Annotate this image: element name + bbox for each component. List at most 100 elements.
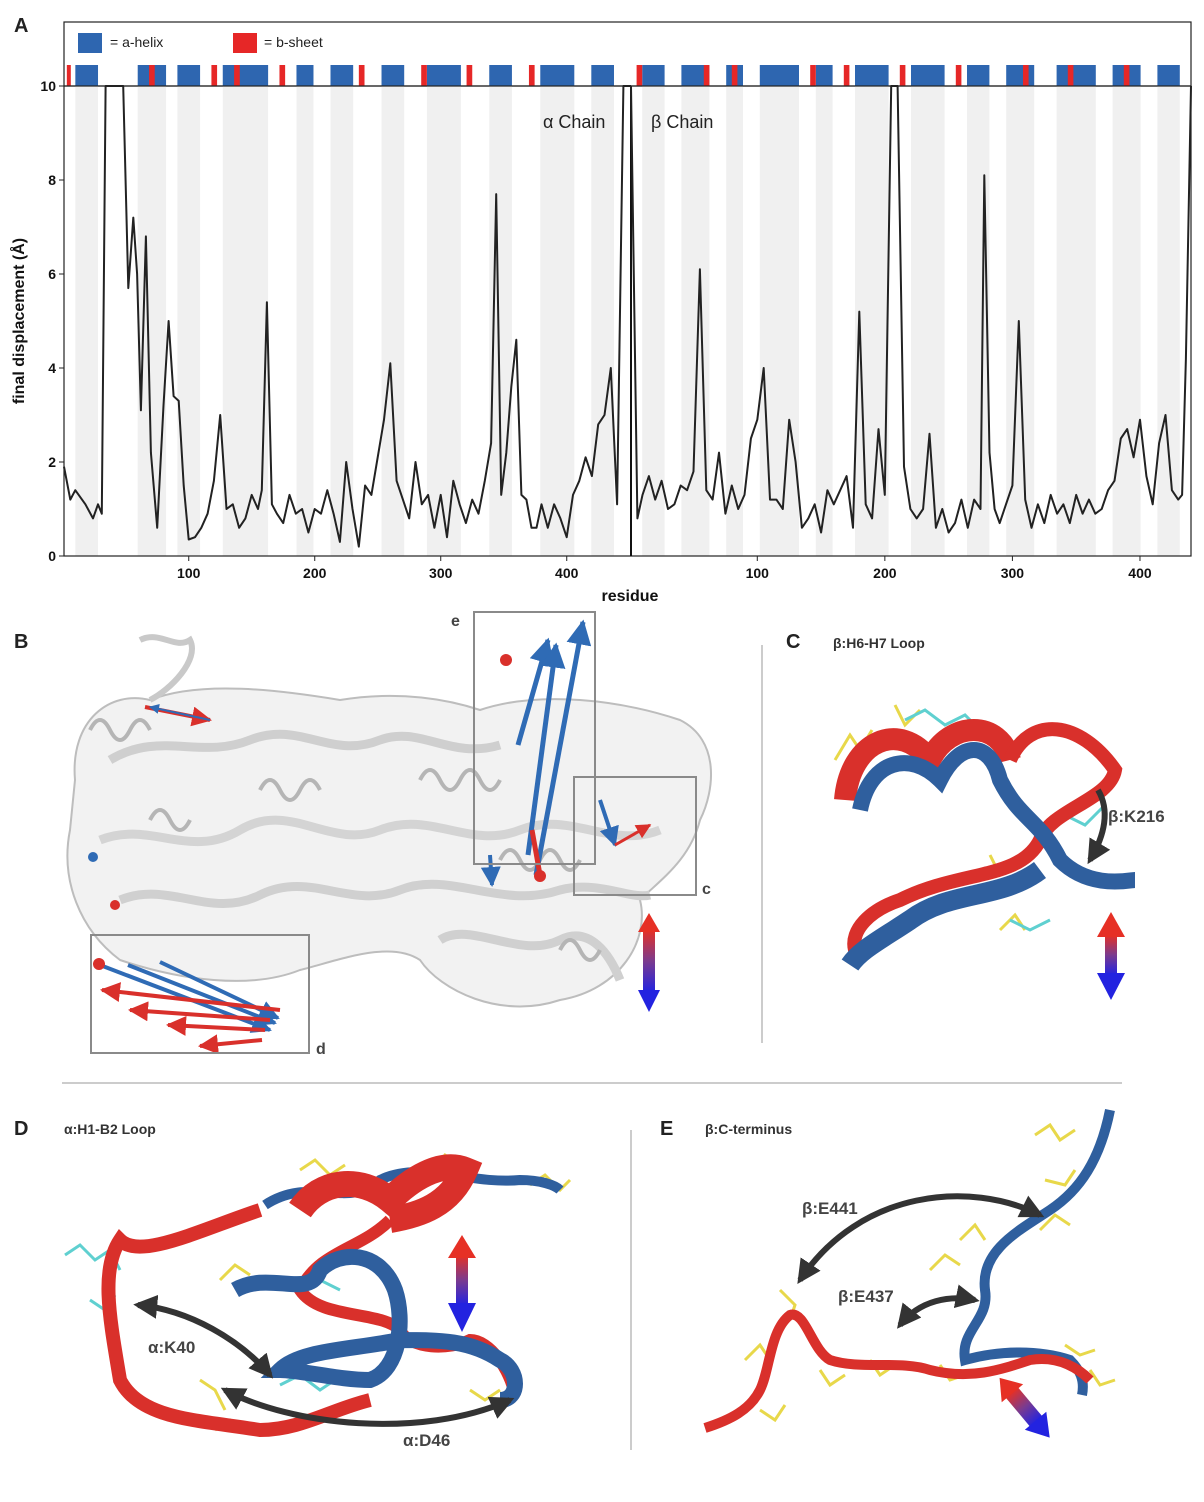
helix-block <box>967 65 990 86</box>
panel-c-title: β:H6-H7 Loop <box>833 635 925 651</box>
shade-region <box>489 86 512 556</box>
sheet-block <box>1067 65 1074 86</box>
shade-region <box>1056 86 1096 556</box>
box-e <box>473 611 596 865</box>
sheet-block <box>149 65 155 86</box>
panel-e-title: β:C-terminus <box>705 1121 792 1137</box>
helix-block <box>222 65 269 86</box>
sheet-block <box>358 65 365 86</box>
secondary-structure-bar <box>66 65 1180 86</box>
helix-block <box>177 65 201 86</box>
shade-region <box>222 86 269 556</box>
helix-block <box>815 65 833 86</box>
sheet-block <box>528 65 535 86</box>
box-c-label: c <box>702 881 711 898</box>
y-tick-label: 10 <box>40 78 56 94</box>
x-tick-label: 200 <box>873 565 897 581</box>
box-d-label: d <box>316 1041 326 1058</box>
sheet-block <box>66 65 71 86</box>
helix-block <box>911 65 945 86</box>
box-c <box>573 776 697 896</box>
sheet-block <box>466 65 473 86</box>
helix-block <box>681 65 710 86</box>
y-tick-label: 4 <box>48 360 56 376</box>
sheet-block <box>843 65 850 86</box>
x-tick-label: 300 <box>429 565 453 581</box>
annotation-d46: α:D46 <box>403 1431 450 1450</box>
annotation-k40: α:K40 <box>148 1338 195 1357</box>
x-axis-ticks: 100 200 300 400 100 200 300 400 <box>177 556 1152 581</box>
structure-shading <box>75 86 1180 556</box>
shade-region <box>540 86 575 556</box>
shade-region <box>75 86 99 556</box>
shade-region <box>177 86 201 556</box>
sheet-block <box>279 65 286 86</box>
sheet-block <box>1123 65 1130 86</box>
sheet-block <box>1023 65 1029 86</box>
helix-block <box>1157 65 1180 86</box>
helix-block <box>1006 65 1035 86</box>
legend: = a-helix = b-sheet <box>78 33 323 53</box>
displacement-line-1 <box>630 85 1192 534</box>
shade-region <box>726 86 743 556</box>
shade-region <box>426 86 461 556</box>
helix-block <box>426 65 461 86</box>
terminus-illustration-e <box>703 1109 1116 1438</box>
x-tick-label: 100 <box>177 565 201 581</box>
x-tick-label: 400 <box>1128 565 1152 581</box>
y-tick-label: 6 <box>48 266 56 282</box>
y-tick-label: 2 <box>48 454 56 470</box>
shade-region <box>381 86 405 556</box>
sheet-block <box>899 65 906 86</box>
panel-b-label: B <box>14 631 28 653</box>
helix-block <box>381 65 405 86</box>
shade-region <box>1006 86 1035 556</box>
shade-region <box>296 86 314 556</box>
helix-block <box>855 65 889 86</box>
sheet-block <box>211 65 218 86</box>
sheet-block <box>636 65 643 86</box>
panel-a-label: A <box>14 15 28 37</box>
helix-block <box>591 65 614 86</box>
displacement-line-0 <box>63 85 631 548</box>
box-d <box>90 934 310 1054</box>
protein-structure-illustration <box>66 619 713 1055</box>
shade-region <box>642 86 665 556</box>
shade-region <box>759 86 799 556</box>
legend-helix-label: = a-helix <box>110 34 163 50</box>
shade-region <box>681 86 710 556</box>
loop-illustration-d <box>64 1152 572 1438</box>
shade-region <box>1157 86 1180 556</box>
helix-block <box>489 65 512 86</box>
helix-block <box>540 65 575 86</box>
shade-region <box>137 86 167 556</box>
shade-region <box>591 86 614 556</box>
sheet-block <box>234 65 240 86</box>
panel-d-title: α:H1-B2 Loop <box>64 1121 156 1137</box>
shade-region <box>330 86 354 556</box>
legend-sheet-label: = b-sheet <box>264 34 323 50</box>
box-e-label: e <box>451 613 460 630</box>
alpha-chain-label: α Chain <box>543 112 605 132</box>
annotation-e441: β:E441 <box>802 1199 858 1218</box>
x-tick-label: 200 <box>303 565 327 581</box>
x-axis-label: residue <box>602 588 659 605</box>
legend-helix-swatch <box>78 33 102 53</box>
y-tick-label: 0 <box>48 548 56 564</box>
annotation-e437: β:E437 <box>838 1287 894 1306</box>
helix-block <box>296 65 314 86</box>
panel-c-label: C <box>786 631 800 653</box>
panel-e-label: E <box>660 1118 673 1140</box>
sheet-block <box>421 65 427 86</box>
helix-block <box>75 65 99 86</box>
helix-block <box>759 65 799 86</box>
sheet-block <box>731 65 738 86</box>
sheet-block <box>703 65 710 86</box>
annotation-k216: β:K216 <box>1108 807 1165 826</box>
helix-block <box>330 65 354 86</box>
loop-illustration-c <box>833 704 1136 1000</box>
helix-block <box>1056 65 1096 86</box>
x-tick-label: 400 <box>555 565 579 581</box>
legend-sheet-swatch <box>233 33 257 53</box>
